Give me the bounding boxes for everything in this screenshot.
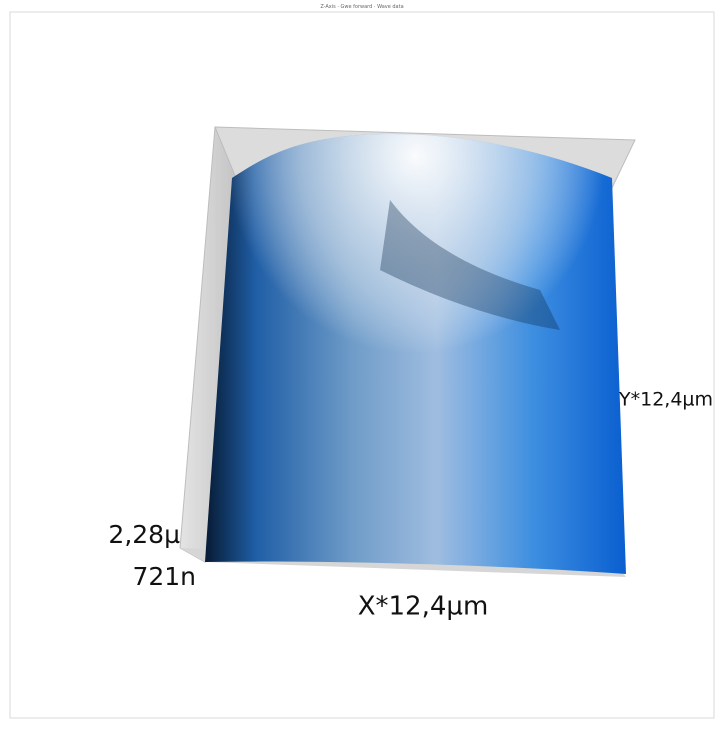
y-axis-label: Y*12,4µm xyxy=(618,389,713,411)
window-title: Z-Axis · Gwe forward · Wave data xyxy=(320,4,403,10)
x-axis-label: X*12,4µm xyxy=(358,592,489,622)
surface-shadow xyxy=(380,200,560,330)
z-min-label: 721n xyxy=(132,562,196,591)
z-max-label: 2,28µ xyxy=(108,520,180,549)
surface-highlight xyxy=(205,134,626,574)
